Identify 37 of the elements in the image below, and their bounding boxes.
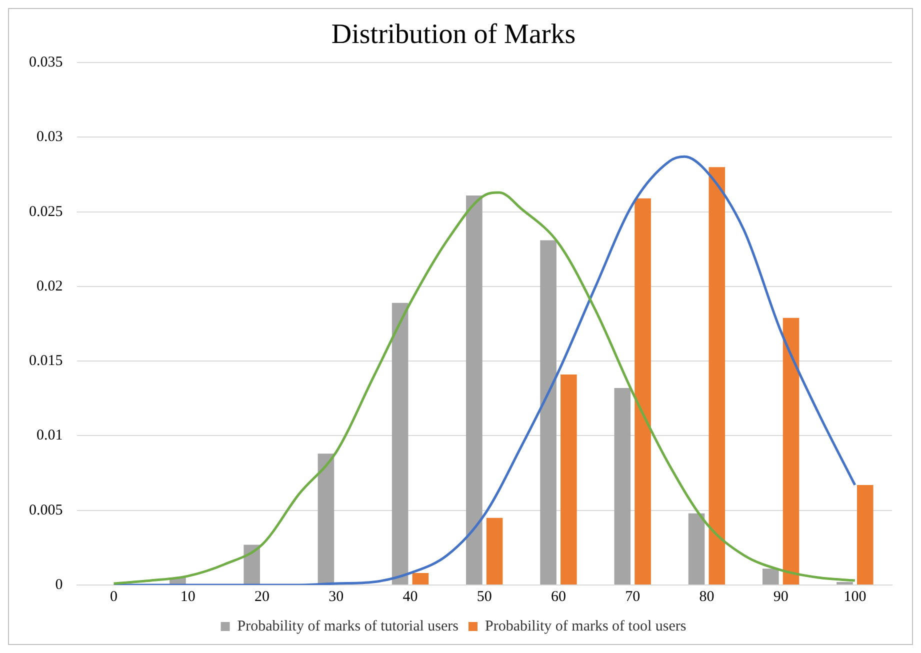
x-tick-label: 0 — [110, 588, 118, 605]
x-tick-label: 70 — [625, 588, 640, 605]
x-tick-label: 10 — [180, 588, 196, 605]
chart-title: Distribution of Marks — [331, 19, 576, 50]
legend-label: Probability of marks of tutorial users — [237, 618, 459, 634]
bar — [708, 167, 726, 584]
x-tick-label: 50 — [476, 588, 492, 605]
y-tick-label: 0.025 — [29, 204, 63, 220]
x-tick-label: 60 — [550, 588, 566, 605]
bar — [614, 388, 631, 584]
x-tick-label: 90 — [773, 588, 788, 605]
bar — [486, 518, 503, 584]
bar — [466, 195, 482, 584]
bar — [318, 454, 334, 584]
y-tick-label: 0.015 — [29, 353, 63, 370]
bar — [540, 240, 556, 584]
bar — [412, 573, 429, 584]
y-tick-label: 0.02 — [36, 278, 63, 294]
bar — [856, 485, 874, 584]
bar — [634, 198, 651, 584]
x-tick-label: 40 — [402, 588, 418, 605]
y-tick-label: 0 — [55, 576, 63, 593]
bar — [762, 568, 779, 584]
bar — [560, 374, 577, 584]
bar — [392, 302, 408, 584]
bar — [244, 544, 260, 584]
x-tick-label: 80 — [699, 588, 714, 605]
y-tick-label: 0.035 — [29, 54, 63, 71]
y-tick-label: 0.01 — [36, 428, 63, 444]
bar — [782, 318, 800, 584]
x-tick-label: 30 — [328, 588, 344, 605]
bar — [688, 513, 705, 584]
x-tick-label: 20 — [254, 588, 270, 605]
y-tick-label: 0.03 — [36, 129, 63, 146]
x-tick-label: 100 — [844, 588, 866, 605]
y-tick-label: 0.005 — [29, 502, 63, 518]
legend-label: Probability of marks of tool users — [484, 618, 686, 634]
